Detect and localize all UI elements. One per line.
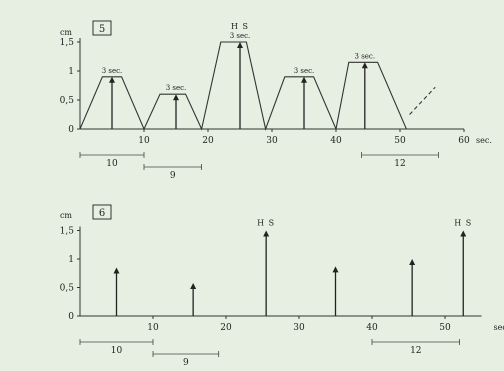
arrow-head	[460, 231, 466, 237]
interval-label: 9	[170, 171, 176, 181]
y-tick-label: 1,5	[60, 38, 75, 48]
y-axis-unit: cm	[60, 28, 72, 37]
interval-label: 10	[106, 159, 118, 169]
interval-label: 12	[394, 159, 405, 169]
x-axis-unit: sec.	[476, 136, 492, 145]
y-tick-label: 1	[68, 67, 74, 77]
arrow-duration-label: 3 sec.	[102, 67, 123, 75]
x-axis-unit: sec.	[494, 323, 504, 332]
x-tick-label: 10	[147, 323, 159, 333]
y-tick-label: 1,5	[60, 227, 75, 237]
y-tick-label: 0,5	[60, 284, 75, 294]
x-tick-label: 20	[202, 136, 214, 146]
x-tick-label: 40	[330, 136, 342, 146]
arrow-hs-label: H S	[454, 219, 472, 228]
x-tick-label: 50	[439, 323, 451, 333]
arrow-head	[114, 268, 120, 274]
arrow-head	[409, 259, 415, 265]
x-tick-label: 50	[394, 136, 406, 146]
arrow-duration-label: 3 sec.	[166, 84, 187, 92]
x-tick-label: 40	[366, 323, 378, 333]
x-tick-label: 60	[458, 136, 470, 146]
arrow-head	[237, 42, 243, 48]
dashed-continuation	[410, 87, 436, 114]
arrow-duration-label: 3 sec.	[294, 67, 315, 75]
interval-label: 9	[183, 358, 189, 367]
arrow-head	[263, 231, 269, 237]
arrow-head	[333, 266, 339, 272]
interval-label: 10	[111, 346, 123, 356]
arrow-head	[301, 77, 307, 83]
interval-label: 12	[410, 346, 421, 356]
y-tick-label: 0	[68, 312, 74, 322]
arrow-head	[109, 77, 115, 83]
panel-label: 5	[99, 24, 105, 35]
y-tick-label: 0,5	[60, 96, 75, 106]
panel-label: 6	[99, 208, 105, 219]
arrow-hs-label: H S	[231, 22, 249, 31]
y-axis-unit: cm	[60, 211, 72, 220]
y-tick-label: 0	[68, 125, 74, 135]
x-tick-label: 20	[220, 323, 232, 333]
x-tick-label: 30	[293, 323, 305, 333]
x-tick-label: 10	[138, 136, 150, 146]
x-tick-label: 30	[266, 136, 278, 146]
arrow-head	[362, 62, 368, 68]
arrow-duration-label: 3 sec.	[355, 52, 376, 60]
arrow-head	[190, 283, 196, 289]
y-tick-label: 1	[68, 255, 74, 265]
arrow-head	[173, 94, 179, 100]
arrow-duration-label: 3 sec.	[230, 32, 251, 40]
arrow-hs-label: H S	[257, 219, 275, 228]
